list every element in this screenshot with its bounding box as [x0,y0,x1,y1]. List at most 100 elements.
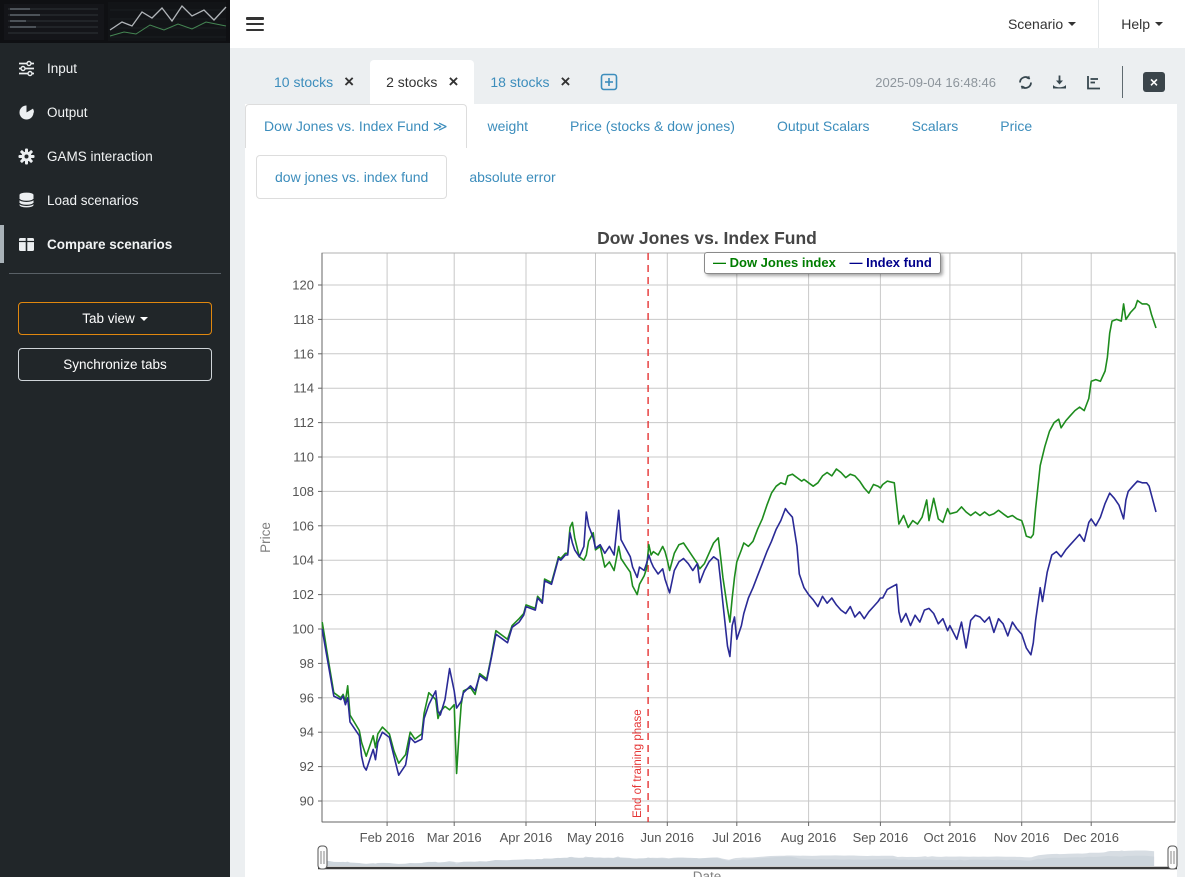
svg-text:100: 100 [292,622,314,637]
legend-swatch: — [713,255,726,270]
sidebar-header-image [0,0,230,43]
pie-chart-icon [18,104,35,121]
svg-text:110: 110 [293,450,314,465]
navigator-right-handle[interactable] [1168,846,1177,869]
columns-icon [18,236,35,253]
svg-text:90: 90 [300,794,314,809]
training-phase-label: End of training phase [632,709,644,818]
legend-index-fund: — Index fund [849,255,931,270]
legend-label: Index fund [866,255,932,270]
svg-text:108: 108 [292,484,314,499]
tab-absolute-error[interactable]: absolute error [447,155,577,199]
close-tab-icon[interactable]: × [561,75,571,89]
bar-chart-icon[interactable] [1085,74,1102,91]
database-icon [18,192,35,209]
chart-title: Dow Jones vs. Index Fund [457,228,957,249]
tab-price-stocks-dow-jones[interactable]: Price (stocks & dow jones) [549,104,756,148]
svg-text:Nov 2016: Nov 2016 [994,830,1050,845]
tab-dow-jones-vs-index-fund[interactable]: Dow Jones vs. Index Fund ≫ [245,104,467,148]
legend-dow-jones-index: — Dow Jones index [713,255,836,270]
svg-text:96: 96 [300,690,314,705]
refresh-icon[interactable] [1017,74,1034,91]
scenario-menu-label: Scenario [1008,16,1063,32]
y-axis: 9092949698100102104106108110112114116118… [258,278,322,809]
tab-label: 18 stocks [490,74,549,90]
tab-label: Scalars [912,118,959,134]
chevron-down-icon [1068,22,1076,26]
svg-text:May 2016: May 2016 [567,830,624,845]
svg-text:Apr 2016: Apr 2016 [500,830,553,845]
svg-text:120: 120 [292,278,314,293]
plus-icon [600,73,618,91]
sidebar-item-gams-interaction[interactable]: GAMS interaction [0,134,230,178]
chevron-down-icon [1155,22,1163,26]
tab-label: Output Scalars [777,118,870,134]
tab-dow-jones-vs-index-fund-sub[interactable]: dow jones vs. index fund [256,155,447,199]
svg-text:Jun 2016: Jun 2016 [641,830,695,845]
synchronize-tabs-button[interactable]: Synchronize tabs [18,348,212,381]
plot-border [322,253,1175,822]
sidebar-item-label: GAMS interaction [47,149,153,164]
sliders-icon [18,60,35,77]
chevron-down-icon [140,317,148,321]
svg-text:112: 112 [293,415,314,430]
tab-scalars[interactable]: Scalars [891,104,980,148]
help-menu[interactable]: Help [1099,0,1185,48]
tab-view-button[interactable]: Tab view [18,302,212,335]
sidebar-item-load-scenarios[interactable]: Load scenarios [0,178,230,222]
navigator-left-handle[interactable] [318,846,327,869]
tab-2-stocks[interactable]: 2 stocks × [370,60,474,104]
svg-text:106: 106 [292,518,314,533]
dow-jones-index-line [322,301,1156,774]
gear-icon [18,148,35,165]
tab-output-scalars[interactable]: Output Scalars [756,104,891,148]
close-compare-button[interactable]: × [1143,72,1165,92]
legend-swatch: — [849,255,862,270]
sidebar-divider [9,273,221,274]
download-icon[interactable] [1051,74,1068,91]
svg-text:118: 118 [293,312,314,327]
tab-10-stocks[interactable]: 10 stocks × [258,60,370,104]
svg-text:Mar 2016: Mar 2016 [427,830,482,845]
y-axis-label: Price [258,522,273,553]
svg-text:114: 114 [293,381,314,396]
sidebar-item-input[interactable]: Input [0,46,230,90]
toolbar-divider [1122,66,1123,98]
sheet-tab-bar: Dow Jones vs. Index Fund ≫ weight Price … [245,104,1177,148]
add-tab-button[interactable] [600,60,618,104]
chart-legend[interactable]: — Dow Jones index — Index fund [704,252,941,274]
svg-text:92: 92 [300,759,314,774]
close-tab-icon[interactable]: × [448,75,458,89]
svg-text:102: 102 [292,587,314,602]
tab-view-label: Tab view [82,311,135,326]
tab-label: Dow Jones vs. Index Fund ≫ [264,118,448,135]
tab-label: 2 stocks [386,74,437,90]
sidebar-item-label: Load scenarios [47,193,139,208]
app-window: Input Output [0,0,1185,877]
sub-sheet-tab-bar: dow jones vs. index fund absolute error [256,155,1177,199]
price-chart: 9092949698100102104106108110112114116118… [245,225,1185,877]
svg-text:Oct 2016: Oct 2016 [924,830,977,845]
sidebar-item-label: Input [47,61,77,76]
close-icon: × [1150,75,1158,89]
sidebar-nav: Input Output [0,43,230,266]
tab-price[interactable]: Price [979,104,1053,148]
tab-weight[interactable]: weight [467,104,549,148]
close-tab-icon[interactable]: × [344,75,354,89]
scenario-menu[interactable]: Scenario [986,0,1098,48]
tab-18-stocks[interactable]: 18 stocks × [474,60,586,104]
index-fund-line [322,481,1156,775]
hamburger-menu-icon[interactable] [246,17,264,31]
sidebar-item-output[interactable]: Output [0,90,230,134]
synchronize-tabs-label: Synchronize tabs [63,357,167,372]
svg-text:116: 116 [293,346,314,361]
sidebar-item-compare-scenarios[interactable]: Compare scenarios [0,222,230,266]
topbar: Scenario Help [230,0,1185,48]
svg-text:Aug 2016: Aug 2016 [781,830,837,845]
sidebar-item-label: Output [47,105,88,120]
svg-text:98: 98 [300,656,314,671]
x-axis-label: Date [693,869,722,877]
svg-text:Sep 2016: Sep 2016 [853,830,909,845]
svg-text:Dec 2016: Dec 2016 [1063,830,1119,845]
svg-text:Jul 2016: Jul 2016 [712,830,761,845]
